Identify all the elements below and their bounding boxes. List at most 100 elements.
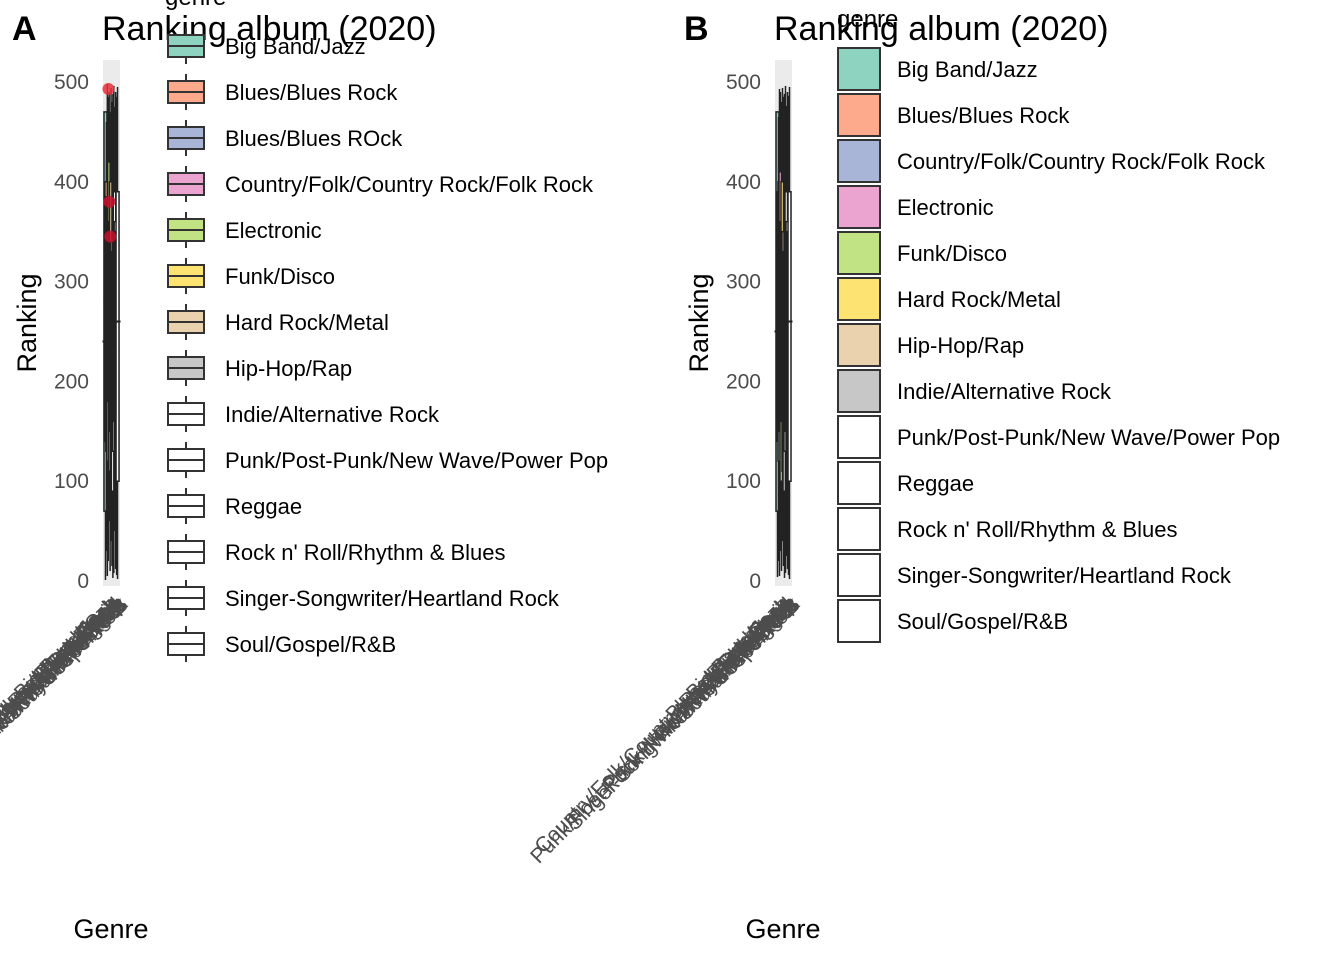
x-tick-label: Soul/Gospel/R&B bbox=[1, 593, 133, 725]
chart-title: Ranking album (2020) bbox=[102, 10, 437, 48]
y-axis-label: Ranking bbox=[12, 273, 42, 372]
legend-key bbox=[837, 553, 881, 597]
y-tick-label: 300 bbox=[726, 271, 761, 294]
y-tick-label: 400 bbox=[726, 171, 761, 194]
legend-item: Reggae bbox=[167, 488, 302, 524]
legend-key bbox=[837, 507, 881, 551]
legend-label: Hard Rock/Metal bbox=[897, 287, 1061, 312]
legend-item: Electronic bbox=[837, 185, 994, 229]
x-axis-label: Genre bbox=[73, 914, 148, 944]
y-tick-label: 100 bbox=[54, 470, 89, 493]
legend-item: Singer-Songwriter/Heartland Rock bbox=[837, 553, 1232, 597]
legend-item: Punk/Post-Punk/New Wave/Power Pop bbox=[837, 415, 1280, 459]
panel-tag: B bbox=[684, 10, 709, 48]
legend-label: Country/Folk/Country Rock/Folk Rock bbox=[225, 172, 594, 197]
legend: genre Big Band/Jazz Blues/Blues Rock Blues/… bbox=[165, 0, 608, 662]
legend-label: Soul/Gospel/R&B bbox=[225, 632, 396, 657]
legend-key bbox=[837, 461, 881, 505]
legend-label: Hip-Hop/Rap bbox=[897, 333, 1024, 358]
y-tick-label: 500 bbox=[726, 71, 761, 94]
legend-item: Singer-Songwriter/Heartland Rock bbox=[167, 580, 560, 616]
panel-tag: A bbox=[12, 10, 37, 48]
legend-label: Rock n' Roll/Rhythm & Blues bbox=[225, 540, 506, 565]
legend-label: Reggae bbox=[897, 471, 974, 496]
y-tick-label: 0 bbox=[749, 570, 761, 593]
outlier-point bbox=[102, 82, 115, 95]
legend-key bbox=[837, 369, 881, 413]
legend-item: Rock n' Roll/Rhythm & Blues bbox=[167, 534, 506, 570]
legend-item: Indie/Alternative Rock bbox=[837, 369, 1112, 413]
box-13 bbox=[114, 86, 121, 580]
legend-item: Hard Rock/Metal bbox=[167, 304, 389, 340]
legend-label: Hip-Hop/Rap bbox=[225, 356, 352, 381]
legend-label: Indie/Alternative Rock bbox=[897, 379, 1112, 404]
legend-key bbox=[837, 185, 881, 229]
legend-item: Hip-Hop/Rap bbox=[837, 323, 1024, 367]
legend-item: Blues/Blues Rock bbox=[837, 93, 1070, 137]
box-iqr bbox=[115, 190, 120, 482]
legend-item: Electronic bbox=[167, 212, 322, 248]
outlier-point bbox=[103, 195, 116, 208]
legend-title: genre bbox=[837, 6, 898, 33]
legend-item: Funk/Disco bbox=[167, 258, 335, 294]
legend-label: Punk/Post-Punk/New Wave/Power Pop bbox=[225, 448, 608, 473]
legend-item: Big Band/Jazz bbox=[167, 28, 366, 64]
legend-label: Soul/Gospel/R&B bbox=[897, 609, 1068, 634]
legend-key bbox=[837, 139, 881, 183]
legend-item: Country/Folk/Country Rock/Folk Rock bbox=[837, 139, 1266, 183]
y-axis-label: Ranking bbox=[684, 273, 714, 372]
box-12 bbox=[786, 86, 793, 580]
legend-label: Blues/Blues ROck bbox=[225, 126, 403, 151]
legend-label: Big Band/Jazz bbox=[897, 57, 1038, 82]
x-tick-label: Soul/Gospel/R&B bbox=[673, 593, 805, 725]
y-tick-label: 100 bbox=[726, 470, 761, 493]
y-tick-label: 500 bbox=[54, 71, 89, 94]
legend-title: genre bbox=[165, 0, 226, 11]
legend-key bbox=[837, 93, 881, 137]
panel-a: A 0 100 200 300 400 500 Ranking Big Band/Jazz Blu… bbox=[0, 0, 608, 944]
legend-item: Hip-Hop/Rap bbox=[167, 350, 352, 386]
legend-item: Big Band/Jazz bbox=[837, 47, 1038, 91]
legend-item: Rock n' Roll/Rhythm & Blues bbox=[837, 507, 1178, 551]
legend-label: Big Band/Jazz bbox=[225, 34, 366, 59]
legend-label: Country/Folk/Country Rock/Folk Rock bbox=[897, 149, 1266, 174]
legend-label: Blues/Blues Rock bbox=[897, 103, 1070, 128]
legend-key bbox=[837, 231, 881, 275]
legend-item: Country/Folk/Country Rock/Folk Rock bbox=[167, 166, 594, 202]
legend: genre Big Band/Jazz Blues/Blues Rock Countr… bbox=[837, 6, 1280, 643]
legend-item: Reggae bbox=[837, 461, 974, 505]
y-tick-label: 0 bbox=[77, 570, 89, 593]
panel-b: B 0 100 200 300 400 500 Ranking Big Band/Jazz Blu… bbox=[526, 6, 1280, 944]
legend-label: Reggae bbox=[225, 494, 302, 519]
legend-label: Singer-Songwriter/Heartland Rock bbox=[897, 563, 1232, 588]
legend-item: Hard Rock/Metal bbox=[837, 277, 1061, 321]
x-axis-label: Genre bbox=[745, 914, 820, 944]
legend-label: Funk/Disco bbox=[897, 241, 1007, 266]
legend-item: Soul/Gospel/R&B bbox=[167, 626, 396, 662]
legend-item: Blues/Blues Rock bbox=[167, 74, 398, 110]
legend-label: Electronic bbox=[225, 218, 322, 243]
legend-label: Hard Rock/Metal bbox=[225, 310, 389, 335]
legend-label: Punk/Post-Punk/New Wave/Power Pop bbox=[897, 425, 1280, 450]
legend-key bbox=[837, 415, 881, 459]
y-tick-label: 200 bbox=[54, 370, 89, 393]
legend-key bbox=[837, 599, 881, 643]
legend-item: Blues/Blues ROck bbox=[167, 120, 403, 156]
outlier-point bbox=[104, 230, 117, 243]
legend-item: Soul/Gospel/R&B bbox=[837, 599, 1068, 643]
legend-key bbox=[837, 323, 881, 367]
box-iqr bbox=[787, 190, 792, 482]
legend-item: Indie/Alternative Rock bbox=[167, 396, 440, 432]
legend-item: Funk/Disco bbox=[837, 231, 1007, 275]
chart-title: Ranking album (2020) bbox=[774, 10, 1109, 48]
legend-item: Punk/Post-Punk/New Wave/Power Pop bbox=[167, 442, 608, 478]
y-tick-label: 200 bbox=[726, 370, 761, 393]
y-tick-label: 400 bbox=[54, 171, 89, 194]
y-tick-label: 300 bbox=[54, 271, 89, 294]
legend-label: Blues/Blues Rock bbox=[225, 80, 398, 105]
legend-key bbox=[837, 47, 881, 91]
legend-label: Indie/Alternative Rock bbox=[225, 402, 440, 427]
legend-label: Singer-Songwriter/Heartland Rock bbox=[225, 586, 560, 611]
legend-key bbox=[837, 277, 881, 321]
